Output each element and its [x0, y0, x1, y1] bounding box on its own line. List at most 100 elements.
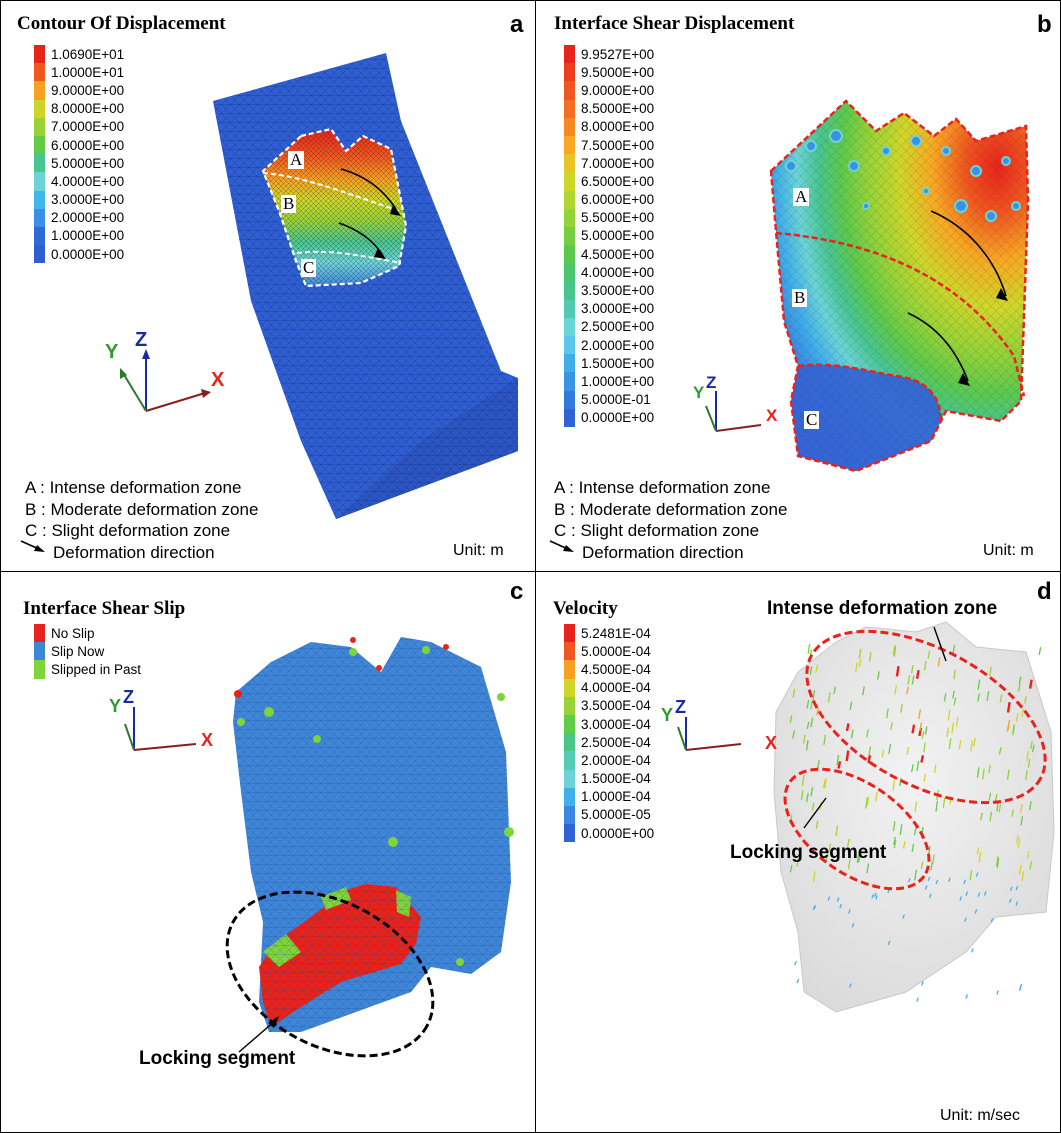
velocity-vector	[906, 747, 910, 755]
velocity-vector	[965, 891, 969, 896]
legend-item: 4.5000E+00	[564, 245, 654, 264]
panel-b-graphic	[549, 99, 1030, 552]
velocity-vector	[866, 796, 870, 807]
velocity-vector	[857, 852, 861, 863]
velocity-vector	[963, 879, 967, 884]
legend-swatch	[564, 372, 575, 391]
legend-item: 4.5000E-04	[564, 660, 654, 679]
axis-label-y: Y	[693, 383, 705, 402]
legend-item: 2.0000E+00	[34, 208, 124, 227]
velocity-vector	[865, 797, 868, 809]
velocity-vector	[998, 747, 1002, 755]
legend-swatch	[564, 805, 575, 825]
legend-swatch	[564, 336, 575, 355]
zone-boundary-bc	[797, 363, 943, 422]
velocity-vector	[894, 685, 898, 695]
legend-swatch	[564, 696, 575, 715]
velocity-vector	[1011, 809, 1015, 817]
legend-swatch	[564, 642, 575, 661]
velocity-vector	[923, 742, 926, 753]
legend-swatch	[564, 751, 575, 770]
velocity-vector	[975, 872, 979, 877]
velocity-vector	[920, 755, 925, 763]
velocity-vector	[888, 744, 892, 755]
intense-zone-ellipse	[805, 629, 1047, 805]
callout-arrow	[933, 626, 947, 662]
legend-item: 2.5000E-04	[564, 733, 654, 752]
velocity-vector	[806, 700, 810, 709]
legend-item: 4.0000E+00	[34, 172, 124, 191]
legend-swatch	[564, 317, 575, 336]
legend-swatch	[564, 299, 575, 318]
intense-zone-label: Intense deformation zone	[767, 598, 998, 619]
velocity-vector	[928, 893, 932, 899]
axis-label-x: X	[766, 406, 778, 425]
legend-swatch	[564, 354, 575, 373]
velocity-vector	[976, 767, 980, 778]
velocity-vector	[1015, 885, 1019, 891]
velocity-vector	[890, 722, 893, 730]
legend-swatch	[34, 624, 45, 643]
legend-swatch	[34, 172, 45, 191]
legend-item: 8.5000E+00	[564, 99, 654, 118]
velocity-vector	[996, 990, 999, 995]
velocity-vector	[849, 701, 853, 711]
axis-label-z: Z	[123, 687, 134, 707]
legend-item: 9.0000E+00	[34, 81, 124, 100]
velocity-vector	[886, 708, 889, 719]
unit-label: Unit: m	[453, 542, 504, 559]
callout-arrow	[238, 1019, 277, 1053]
velocity-vector	[969, 870, 973, 881]
velocity-vector	[827, 692, 831, 703]
velocity-vector	[988, 764, 991, 774]
velocity-vector	[858, 658, 862, 667]
legend-item: 0.0000E+00	[34, 245, 124, 264]
velocity-vector	[816, 707, 820, 716]
legend-swatch	[564, 769, 575, 788]
velocity-vector	[796, 858, 800, 867]
velocity-vector	[1026, 751, 1029, 762]
velocity-vector	[989, 666, 992, 677]
velocity-vector	[971, 948, 974, 953]
panel-title: Interface Shear Slip	[23, 598, 186, 619]
velocity-vector	[959, 896, 963, 901]
velocity-vector	[1028, 679, 1033, 689]
velocity-vector	[988, 792, 992, 801]
velocity-vector	[892, 644, 896, 656]
velocity-vector	[856, 854, 860, 863]
velocity-vector	[973, 737, 976, 747]
velocity-vector	[892, 779, 896, 791]
legend-swatch	[564, 135, 575, 155]
panel-d-graphic	[677, 621, 1055, 1013]
axis-label-x: X	[201, 730, 214, 750]
velocity-vector	[893, 839, 897, 849]
locking-segment-label: Locking segment	[139, 1048, 296, 1069]
velocity-vector	[823, 734, 827, 746]
velocity-vector	[862, 686, 865, 696]
velocity-vector	[923, 773, 927, 782]
velocity-vector	[948, 738, 952, 750]
panel-c: Interface Shear Slip c No Slip Slip Now …	[0, 571, 536, 1133]
velocity-vector	[851, 923, 855, 928]
velocity-vector	[908, 877, 911, 883]
legend-swatch	[564, 190, 575, 209]
velocity-vector	[977, 892, 981, 897]
callout-arrow	[803, 797, 827, 829]
note-zone-b: B : Moderate deformation zone	[554, 499, 788, 519]
velocity-vector	[953, 697, 957, 706]
legend-item: 0.0000E+00	[564, 824, 654, 843]
velocity-vector	[1015, 712, 1019, 722]
legend-swatch	[34, 190, 45, 209]
velocity-vector	[850, 729, 854, 739]
velocity-vector	[930, 861, 934, 871]
legend-swatch	[564, 226, 575, 246]
legend-item: 1.5000E-04	[564, 769, 654, 788]
note-zone-a: A : Intense deformation zone	[25, 478, 242, 497]
legend-item: 3.5000E-04	[564, 696, 654, 715]
velocity-vector	[899, 824, 903, 835]
velocity-vector	[792, 688, 796, 698]
legend-swatch	[564, 824, 575, 843]
legend-item: 4.0000E-04	[564, 678, 654, 697]
velocity-vector	[868, 746, 872, 756]
legend-item: 1.0000E+01	[34, 63, 124, 82]
